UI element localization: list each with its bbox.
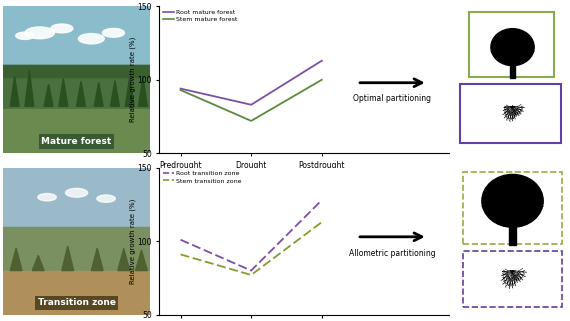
Legend: Root mature forest, Stem mature forest: Root mature forest, Stem mature forest [162,10,238,22]
Polygon shape [118,248,129,271]
Polygon shape [62,246,74,271]
Polygon shape [139,77,148,106]
Polygon shape [76,82,86,106]
Polygon shape [482,206,543,227]
Bar [510,65,515,78]
Polygon shape [32,256,44,271]
Polygon shape [111,81,119,106]
Y-axis label: Relative growth rate (%): Relative growth rate (%) [129,37,136,123]
Ellipse shape [491,29,534,65]
Ellipse shape [482,174,543,227]
Bar [3,227,150,271]
Ellipse shape [25,27,55,39]
Bar [469,12,554,77]
Polygon shape [10,76,19,106]
Text: Transition zone: Transition zone [38,298,116,307]
Text: Allometric partitioning: Allometric partitioning [349,248,435,257]
Bar [3,168,150,230]
Bar [463,251,561,307]
Text: Optimal partitioning: Optimal partitioning [353,94,431,103]
Bar [3,109,150,153]
Ellipse shape [38,194,56,201]
Ellipse shape [16,32,34,39]
Bar [3,65,150,77]
Y-axis label: Relative growth rate (%): Relative growth rate (%) [129,198,136,284]
Polygon shape [10,248,22,271]
Polygon shape [25,70,34,106]
Polygon shape [491,51,534,65]
Ellipse shape [79,34,104,44]
Bar [509,227,516,245]
Polygon shape [44,84,53,106]
Polygon shape [94,82,103,106]
Ellipse shape [103,29,124,37]
Bar [463,172,561,244]
Polygon shape [91,248,103,271]
Bar [460,84,561,143]
Polygon shape [59,78,68,106]
Legend: Root transition zone, Stem transition zone: Root transition zone, Stem transition zo… [162,171,242,184]
Ellipse shape [66,188,88,197]
Bar [3,271,150,315]
Polygon shape [125,78,134,106]
Polygon shape [136,250,148,271]
Ellipse shape [51,24,73,33]
Bar [3,6,150,73]
Text: Mature forest: Mature forest [42,137,112,146]
Ellipse shape [97,195,115,202]
Bar [3,65,150,109]
